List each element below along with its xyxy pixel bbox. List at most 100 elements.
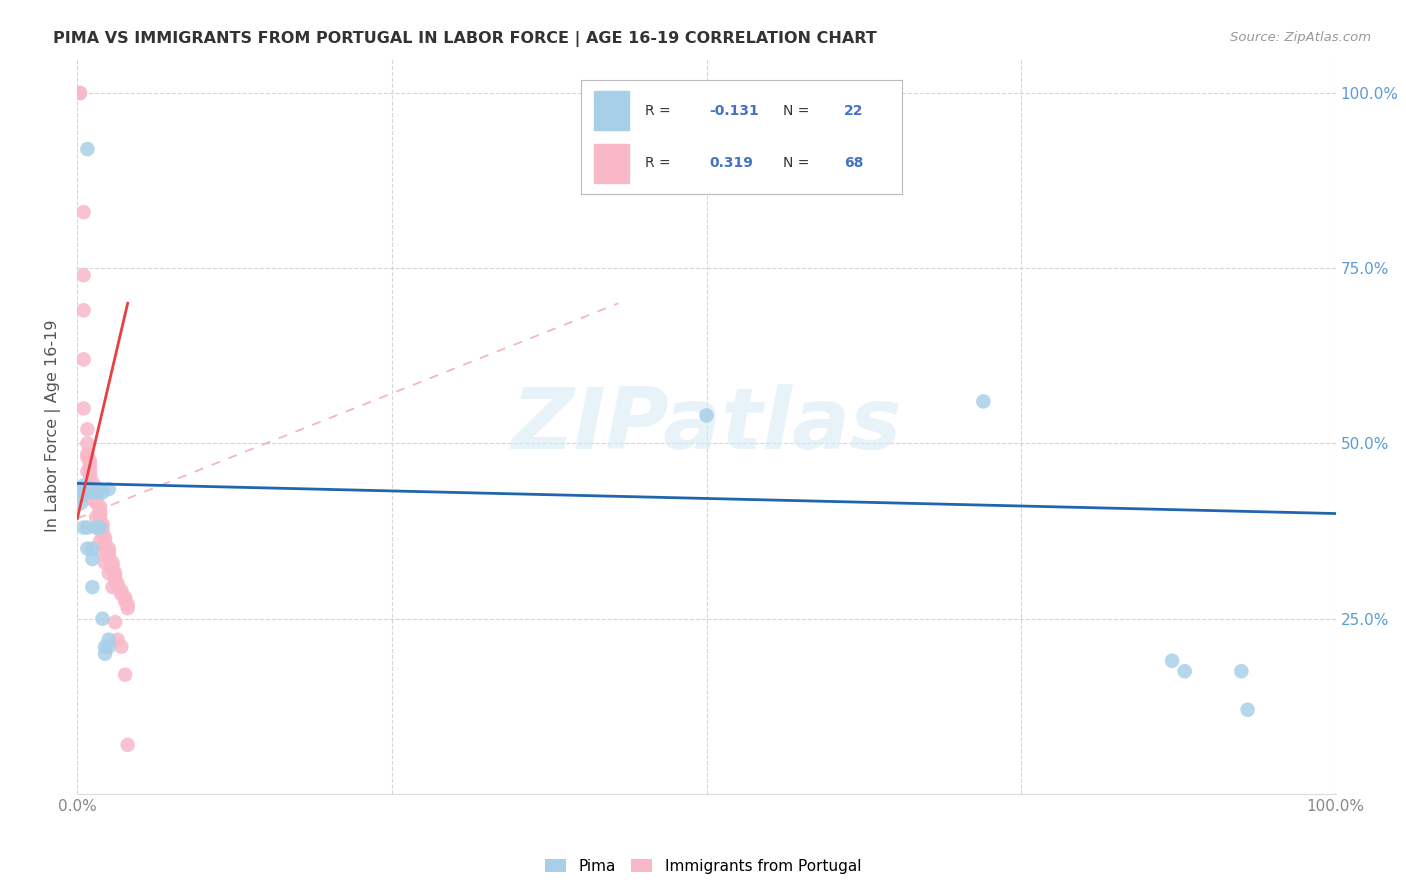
Point	[1161, 654, 1184, 668]
Point	[696, 409, 718, 423]
Point	[76, 450, 98, 465]
Point	[72, 303, 94, 318]
Point	[110, 583, 132, 598]
Point	[94, 640, 117, 654]
Point	[104, 573, 127, 587]
Point	[101, 580, 124, 594]
Point	[1236, 703, 1258, 717]
Point	[97, 640, 120, 654]
Point	[101, 556, 124, 570]
Point	[84, 485, 107, 500]
Point	[82, 478, 104, 492]
Point	[94, 556, 117, 570]
Point	[72, 401, 94, 416]
Point	[104, 569, 127, 583]
Point	[104, 566, 127, 581]
Point	[97, 482, 120, 496]
Point	[97, 632, 120, 647]
Point	[89, 534, 111, 549]
Point	[94, 531, 117, 545]
Text: ZIPatlas: ZIPatlas	[512, 384, 901, 467]
Point	[84, 489, 107, 503]
Point	[91, 527, 114, 541]
Point	[117, 738, 139, 752]
Point	[79, 458, 101, 472]
Point	[82, 475, 104, 489]
Point	[107, 576, 129, 591]
Point	[104, 615, 127, 630]
Point	[117, 601, 139, 615]
Point	[84, 520, 107, 534]
Point	[79, 461, 101, 475]
Point	[84, 485, 107, 500]
Y-axis label: In Labor Force | Age 16-19: In Labor Force | Age 16-19	[45, 319, 62, 533]
Point	[89, 520, 111, 534]
Point	[91, 520, 114, 534]
Point	[110, 587, 132, 601]
Point	[101, 563, 124, 577]
Point	[94, 647, 117, 661]
Point	[76, 142, 98, 156]
Point	[107, 632, 129, 647]
Point	[76, 541, 98, 556]
Point	[94, 534, 117, 549]
Point	[91, 524, 114, 538]
Point	[79, 482, 101, 496]
Point	[84, 510, 107, 524]
Point	[101, 559, 124, 574]
Point	[110, 640, 132, 654]
Point	[79, 465, 101, 479]
Point	[72, 478, 94, 492]
Point	[91, 612, 114, 626]
Point	[79, 478, 101, 492]
Point	[94, 538, 117, 552]
Point	[70, 482, 93, 496]
Point	[97, 566, 120, 581]
Point	[76, 447, 98, 461]
Point	[114, 667, 136, 681]
Point	[89, 517, 111, 532]
Point	[69, 86, 91, 100]
Point	[76, 436, 98, 450]
Point	[91, 485, 114, 500]
Point	[117, 598, 139, 612]
Point	[972, 394, 994, 409]
Point	[82, 485, 104, 500]
Point	[72, 352, 94, 367]
Point	[89, 482, 111, 496]
Point	[72, 205, 94, 219]
Point	[76, 465, 98, 479]
Point	[84, 492, 107, 507]
Text: PIMA VS IMMIGRANTS FROM PORTUGAL IN LABOR FORCE | AGE 16-19 CORRELATION CHART: PIMA VS IMMIGRANTS FROM PORTUGAL IN LABO…	[53, 31, 877, 47]
Point	[114, 591, 136, 605]
Point	[97, 549, 120, 563]
Point	[70, 489, 93, 503]
Point	[79, 485, 101, 500]
Point	[89, 510, 111, 524]
Point	[97, 541, 120, 556]
Point	[82, 492, 104, 507]
Point	[1174, 664, 1197, 679]
Point	[1230, 664, 1253, 679]
Legend: Pima, Immigrants from Portugal: Pima, Immigrants from Portugal	[538, 853, 868, 880]
Point	[107, 580, 129, 594]
Point	[84, 496, 107, 510]
Point	[91, 517, 114, 532]
Point	[89, 500, 111, 514]
Point	[79, 454, 101, 468]
Point	[82, 482, 104, 496]
Point	[89, 507, 111, 521]
Point	[89, 503, 111, 517]
Point	[79, 467, 101, 482]
Point	[72, 520, 94, 534]
Point	[97, 545, 120, 559]
Point	[82, 580, 104, 594]
Point	[69, 86, 91, 100]
Point	[76, 520, 98, 534]
Point	[114, 594, 136, 608]
Text: Source: ZipAtlas.com: Source: ZipAtlas.com	[1230, 31, 1371, 45]
Point	[91, 545, 114, 559]
Point	[70, 496, 93, 510]
Point	[72, 268, 94, 283]
Point	[82, 541, 104, 556]
